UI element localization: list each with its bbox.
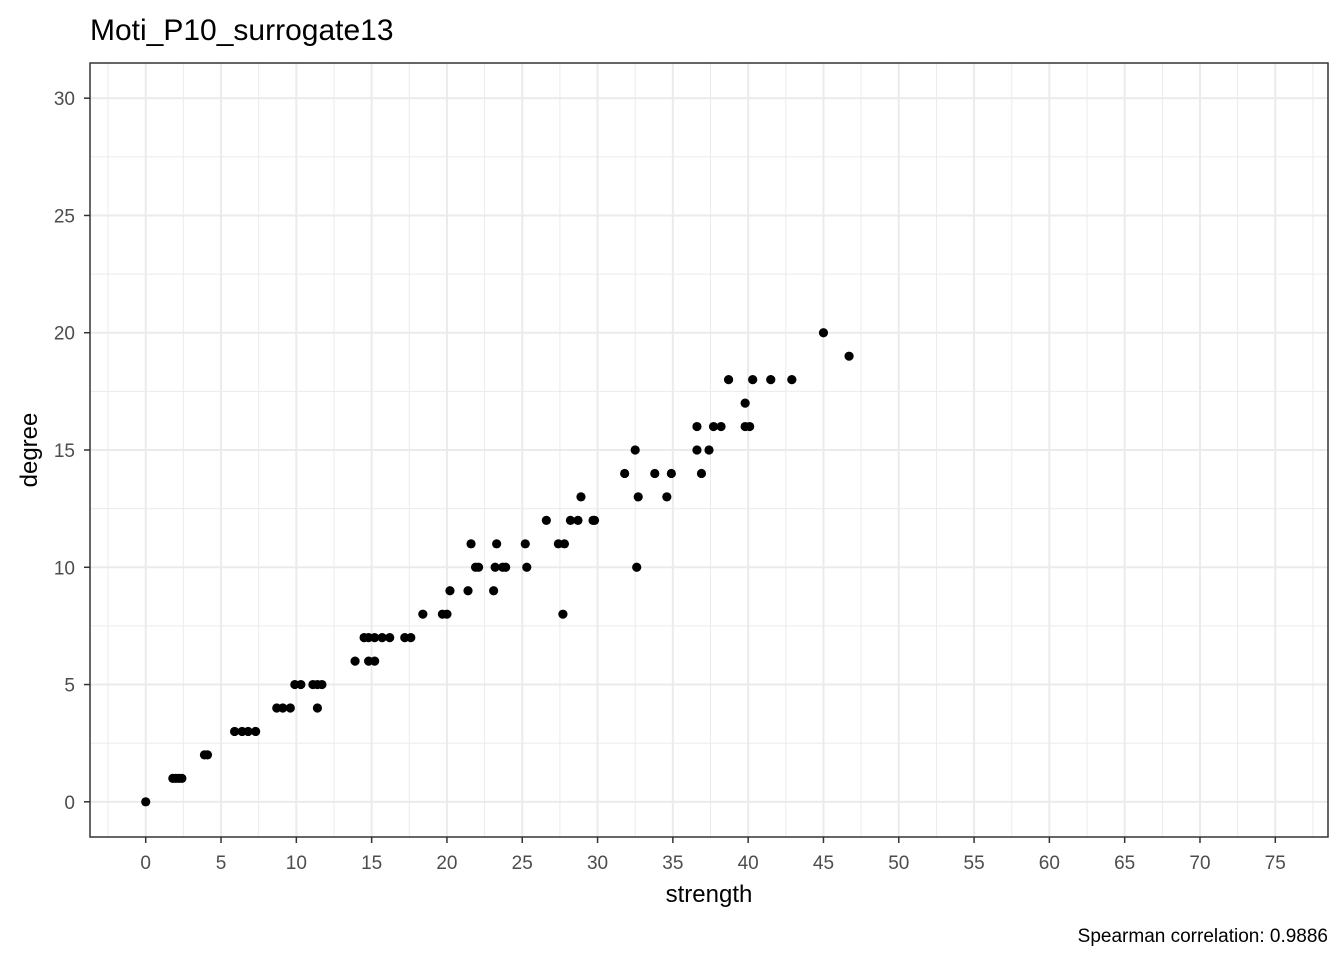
data-point <box>723 375 734 385</box>
x-axis: 0 5 10 15 20 25 30 35 40 45 50 55 60 65 70 75 <box>140 837 1286 874</box>
data-point <box>350 656 360 666</box>
x-tick-label: 65 <box>1114 853 1135 874</box>
data-point <box>844 351 854 361</box>
data-point <box>501 562 511 572</box>
x-tick-label: 75 <box>1265 853 1286 874</box>
data-point <box>522 562 532 572</box>
data-point <box>473 562 484 572</box>
data-point <box>141 797 151 807</box>
data-point <box>463 586 473 596</box>
data-point <box>565 515 576 525</box>
data-point <box>445 586 455 596</box>
data-point <box>632 562 642 572</box>
data-point <box>650 468 660 479</box>
x-tick-label: 20 <box>436 853 457 874</box>
spearman-caption: Spearman correlation: 0.9886 <box>1078 926 1328 947</box>
data-point <box>406 633 416 643</box>
data-point <box>418 609 428 619</box>
x-tick-label: 10 <box>286 853 307 874</box>
data-point <box>708 421 719 432</box>
y-axis-title: degree <box>16 413 43 488</box>
x-tick-label: 50 <box>888 853 909 874</box>
data-point <box>370 633 380 643</box>
data-point <box>489 586 499 596</box>
x-tick-label: 5 <box>216 853 227 874</box>
data-point <box>251 726 261 737</box>
data-point <box>692 445 702 455</box>
data-point <box>243 726 253 737</box>
data-point <box>370 656 380 666</box>
data-point <box>202 750 213 760</box>
data-point <box>442 609 452 619</box>
x-tick-label: 45 <box>813 853 834 874</box>
data-point <box>385 633 395 643</box>
data-point <box>573 515 583 525</box>
data-point <box>692 421 702 432</box>
data-point <box>589 515 600 525</box>
y-tick-label: 30 <box>54 89 75 110</box>
y-tick-label: 0 <box>64 793 75 814</box>
data-point <box>278 703 288 713</box>
major-gridlines <box>90 63 1328 837</box>
x-tick-label: 30 <box>587 853 608 874</box>
data-point <box>466 539 476 549</box>
y-tick-label: 20 <box>54 324 75 345</box>
data-point <box>229 726 240 737</box>
x-tick-label: 55 <box>964 853 985 874</box>
data-point <box>662 492 672 502</box>
x-tick-label: 15 <box>361 853 382 874</box>
y-tick-label: 25 <box>54 206 75 227</box>
data-point <box>377 633 387 643</box>
data-point <box>716 421 726 432</box>
x-tick-label: 25 <box>512 853 533 874</box>
data-point <box>520 539 530 549</box>
data-point <box>704 445 714 455</box>
data-point <box>787 375 797 385</box>
data-point <box>696 468 707 479</box>
data-point <box>285 703 295 713</box>
data-point <box>312 703 323 713</box>
data-points <box>141 328 854 807</box>
data-point <box>317 679 327 690</box>
data-point <box>541 515 551 525</box>
data-point <box>745 421 755 432</box>
x-tick-label: 0 <box>140 853 151 874</box>
x-tick-label: 70 <box>1189 853 1210 874</box>
data-point <box>492 539 502 549</box>
x-tick-label: 60 <box>1039 853 1060 874</box>
data-point <box>630 445 640 455</box>
data-point <box>296 679 306 690</box>
chart-title: Moti_P10_surrogate13 <box>90 14 394 47</box>
data-point <box>740 398 750 408</box>
data-point <box>633 492 643 502</box>
x-axis-title: strength <box>666 881 753 908</box>
data-point <box>558 609 568 619</box>
data-point <box>666 468 676 479</box>
y-tick-label: 15 <box>54 441 75 462</box>
x-tick-label: 40 <box>738 853 759 874</box>
data-point <box>177 773 187 783</box>
data-point <box>748 375 758 385</box>
x-tick-label: 35 <box>662 853 683 874</box>
y-tick-label: 10 <box>54 558 75 579</box>
y-tick-label: 5 <box>64 676 75 697</box>
y-axis: 0 5 10 15 20 25 30 <box>54 89 90 814</box>
data-point <box>490 562 500 572</box>
data-point <box>818 328 829 338</box>
data-point <box>559 539 570 549</box>
data-point <box>766 375 776 385</box>
data-point <box>620 468 630 479</box>
data-point <box>576 492 586 502</box>
